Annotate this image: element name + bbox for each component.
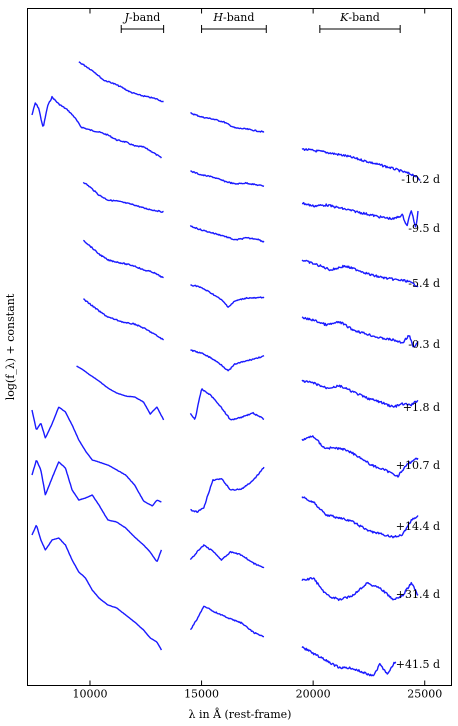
spectrum-segment	[301, 646, 397, 677]
x-tick-label: 20000	[296, 688, 331, 701]
epoch-label: -10.2 d	[401, 173, 440, 186]
epoch-labels: -10.2 d -9.5 d -5.4 d -0.3 d +1.8 d +10.7 d +1…	[396, 173, 440, 671]
epoch-label: -5.4 d	[408, 277, 440, 290]
spectrum-segment	[31, 524, 163, 651]
spectrum-segment	[31, 406, 162, 507]
spectrum-segment	[189, 224, 265, 243]
series-1	[82, 170, 419, 228]
series-4	[76, 349, 419, 421]
x-tick-label: 25000	[407, 688, 442, 701]
spectrum-segment	[82, 239, 164, 279]
spectrum-segment	[190, 466, 265, 513]
plot-frame	[27, 8, 452, 686]
spectrum-segment	[301, 148, 421, 181]
spectrum-segment	[83, 298, 165, 341]
spectrum-segment	[190, 170, 265, 187]
x-tick-label: 10000	[72, 688, 107, 701]
band-label-K: K-band	[339, 11, 380, 24]
spectrum-segment	[82, 181, 164, 213]
spectrum-segment	[31, 460, 163, 562]
epoch-label: +31.4 d	[396, 588, 440, 601]
series-2	[82, 224, 419, 288]
band-label-H: H-band	[212, 11, 254, 24]
spectrum-segment	[301, 435, 419, 478]
spectrum-segment	[189, 605, 265, 638]
epoch-label: -9.5 d	[408, 222, 440, 235]
spectrum-segment	[301, 379, 419, 408]
series-3	[83, 284, 419, 348]
x-axis-ticks: 10000 15000 20000 25000	[72, 8, 442, 701]
spectrum-segment	[301, 577, 419, 602]
series-6	[31, 460, 419, 562]
band-markers: J-band H-band K-band	[120, 11, 401, 33]
spectrum-segment	[190, 112, 265, 133]
spectrum-segment	[301, 496, 419, 539]
spectrum-segment	[190, 284, 265, 308]
x-tick-label: 15000	[184, 688, 219, 701]
spectra-series	[31, 61, 421, 677]
epoch-label: +41.5 d	[396, 658, 440, 671]
epoch-label: +14.4 d	[396, 520, 440, 533]
spectrum-segment	[76, 365, 165, 421]
series-0	[31, 61, 421, 181]
spectrum-segment	[189, 544, 265, 569]
series-5	[31, 388, 419, 507]
spectrum-segment	[301, 316, 419, 348]
spectrum-segment	[301, 201, 419, 228]
spectrum-segment	[31, 95, 162, 159]
epoch-label: -0.3 d	[408, 338, 440, 351]
series-8	[189, 605, 397, 677]
spectrum-segment	[78, 61, 164, 103]
epoch-label: +10.7 d	[396, 459, 440, 472]
x-axis-label: λ in Å (rest-frame)	[189, 707, 292, 721]
spectrum-segment	[189, 388, 265, 421]
series-7	[31, 524, 419, 651]
spectrum-segment	[190, 349, 265, 372]
y-axis-label: log(f_λ) + constant	[4, 293, 17, 400]
band-label-J: J-band	[122, 11, 160, 24]
spectrum-segment	[301, 259, 419, 288]
epoch-label: +1.8 d	[403, 401, 440, 414]
